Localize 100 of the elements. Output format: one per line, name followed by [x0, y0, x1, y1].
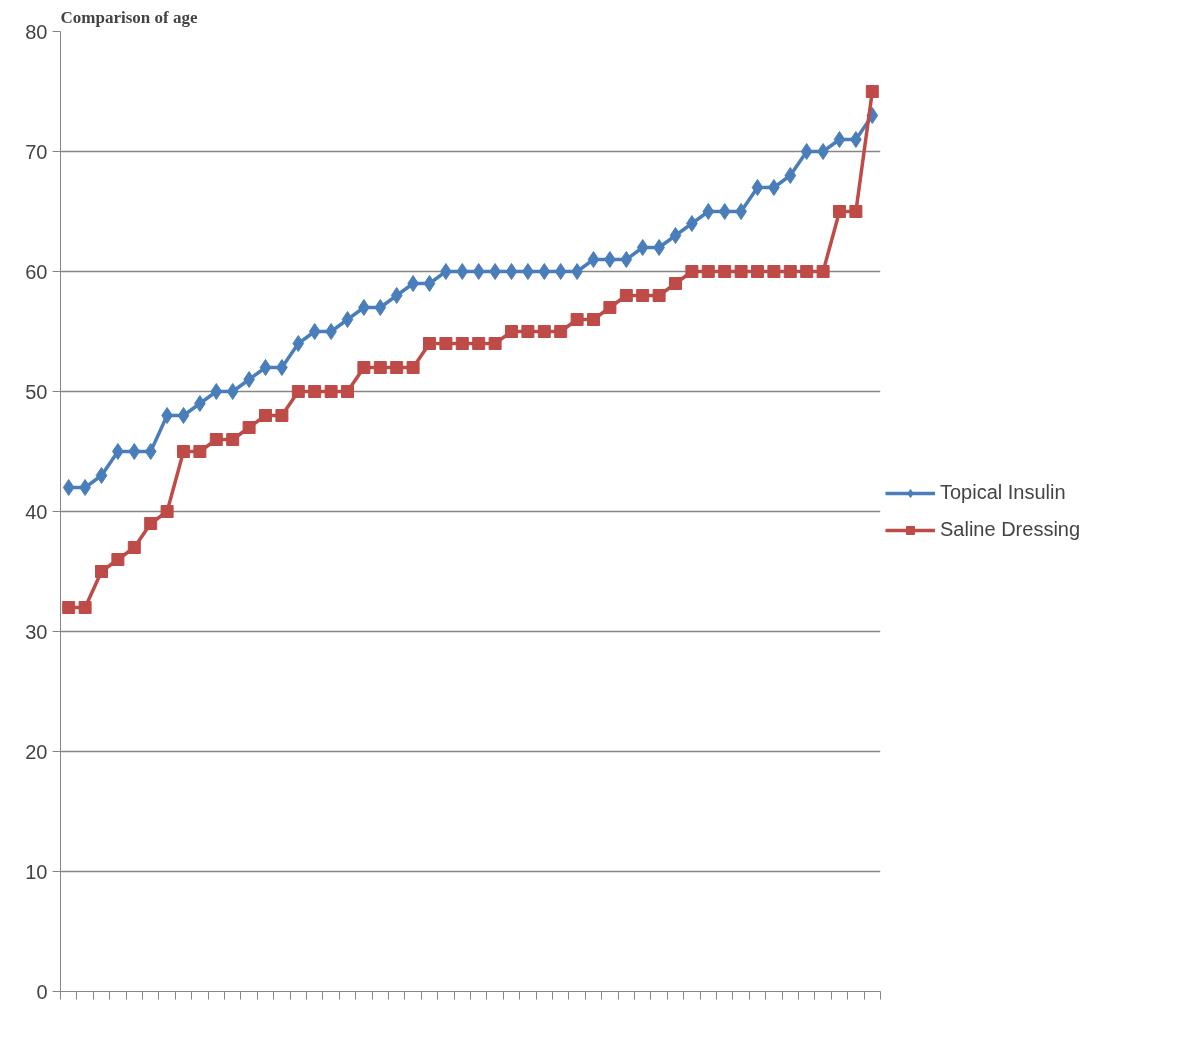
point [686, 215, 698, 232]
point [636, 289, 650, 302]
point [292, 335, 305, 352]
point [161, 407, 173, 424]
point [734, 265, 748, 278]
point [226, 433, 240, 446]
point [865, 85, 879, 98]
y-tick-label: 10 [25, 860, 48, 883]
point [308, 323, 321, 340]
point [603, 301, 617, 314]
point [62, 601, 76, 614]
point [259, 409, 272, 422]
point [144, 517, 158, 530]
legend-label: Topical Insulin [940, 481, 1066, 504]
point [160, 505, 174, 518]
point [751, 179, 764, 196]
point [78, 601, 92, 614]
point [521, 325, 535, 338]
point [488, 337, 502, 350]
point [636, 239, 649, 256]
point [440, 263, 452, 280]
point [669, 277, 682, 290]
point [209, 433, 223, 446]
point [373, 361, 387, 374]
point [407, 275, 419, 292]
point [259, 359, 272, 376]
point [505, 325, 518, 338]
point [423, 275, 436, 292]
point [849, 205, 863, 218]
point [817, 143, 829, 160]
point [406, 361, 420, 374]
y-tick-label: 20 [25, 740, 48, 763]
y-tick-label: 40 [25, 500, 48, 523]
point [735, 203, 747, 220]
point [505, 263, 518, 280]
point [768, 179, 780, 196]
point [571, 263, 583, 280]
point [800, 265, 814, 278]
point [308, 385, 322, 398]
point [554, 263, 567, 280]
point [653, 239, 665, 256]
point [620, 251, 633, 268]
point [177, 445, 190, 458]
point [718, 265, 732, 278]
point [390, 287, 403, 304]
point [226, 383, 239, 400]
point [718, 203, 731, 220]
point [62, 479, 75, 496]
point [652, 289, 666, 302]
point [456, 263, 469, 280]
point [522, 263, 534, 280]
point [784, 167, 797, 184]
point [751, 265, 764, 278]
point [358, 299, 370, 316]
point [242, 421, 256, 434]
chart-title: Comparison of age [60, 7, 198, 27]
point [767, 265, 781, 278]
point [800, 143, 813, 160]
point [783, 265, 797, 278]
point [702, 203, 715, 220]
point [324, 385, 338, 398]
point [472, 263, 485, 280]
point [243, 371, 255, 388]
point [833, 205, 846, 218]
point [833, 131, 846, 148]
point [79, 479, 91, 496]
point [128, 443, 141, 460]
point [95, 565, 108, 578]
legend-label: Saline Dressing [940, 518, 1081, 541]
point [669, 227, 682, 244]
point [472, 337, 486, 350]
point [537, 325, 551, 338]
point [587, 313, 600, 326]
point [127, 541, 141, 554]
point [489, 263, 501, 280]
point [538, 263, 551, 280]
point [816, 265, 830, 278]
point [439, 337, 453, 350]
point [587, 251, 600, 268]
point [357, 361, 371, 374]
point [604, 251, 616, 268]
point [850, 131, 862, 148]
point [554, 325, 568, 338]
point [619, 289, 633, 302]
point [193, 445, 207, 458]
point [325, 323, 337, 340]
point [112, 443, 124, 460]
point [455, 337, 469, 350]
point [374, 299, 387, 316]
point [423, 337, 436, 350]
point [194, 395, 206, 412]
y-tick-label: 30 [25, 620, 48, 643]
y-tick-label: 50 [25, 380, 48, 403]
point [701, 265, 715, 278]
y-tick-label: 70 [25, 140, 48, 163]
point [276, 359, 288, 376]
point [570, 313, 584, 326]
point [177, 407, 190, 424]
y-tick-label: 0 [36, 980, 48, 1003]
point [111, 553, 125, 566]
